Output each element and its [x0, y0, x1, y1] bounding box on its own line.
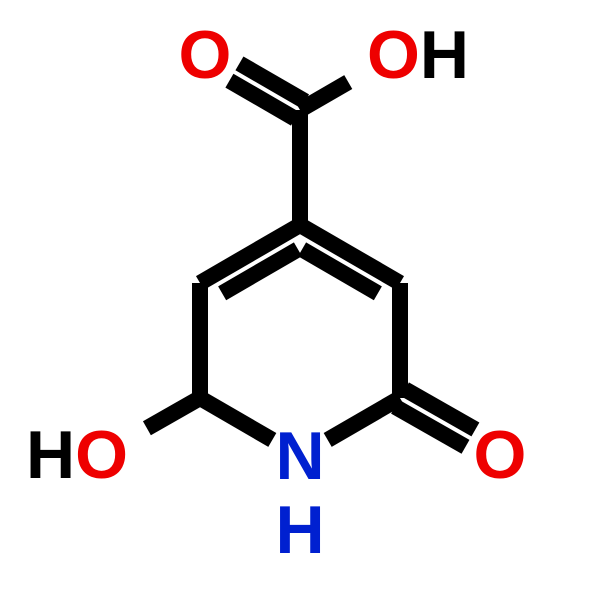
- atom-label-o_cooh_s: OH: [367, 17, 469, 93]
- bond: [147, 398, 200, 428]
- atom-label-n1: N: [275, 418, 324, 494]
- atom-label-o_c2: O: [474, 417, 527, 493]
- molecule-diagram: NOOHOHOH: [0, 0, 600, 600]
- bonds-layer: [147, 63, 475, 446]
- atom-label-o_cooh_d: O: [179, 17, 232, 93]
- bond: [328, 398, 400, 440]
- atom-label-o_c6: HO: [26, 417, 128, 493]
- atom-label-h_n: H: [275, 492, 324, 568]
- bond: [200, 398, 272, 440]
